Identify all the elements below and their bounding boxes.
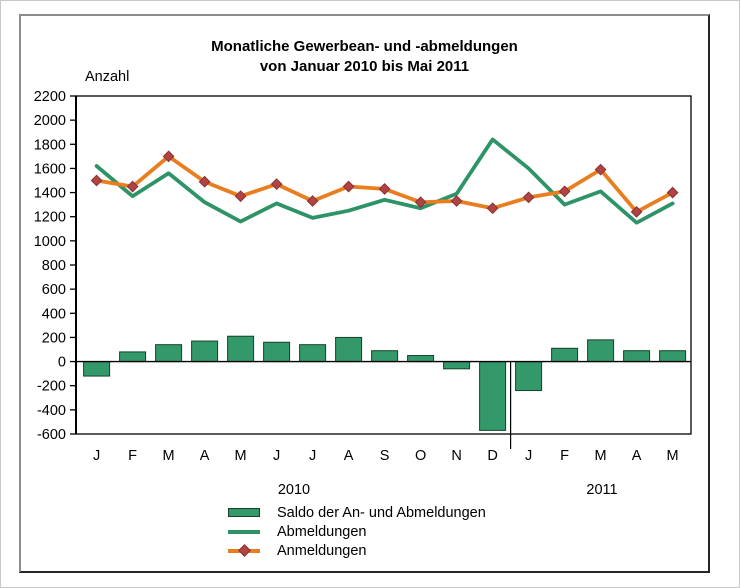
y-tick-label: 600 [42,282,66,298]
y-tick-label: 2200 [34,89,66,105]
anmeldungen-marker [450,195,463,207]
y-tick-label: -600 [37,427,66,443]
saldo-bar [443,361,471,370]
saldo-bar [119,351,147,363]
figure-frame [19,14,710,573]
anmeldungen-marker [522,191,535,204]
x-month-label: N [451,448,461,464]
anmeldungen-marker [90,174,103,187]
diamond-marker-icon [237,544,251,557]
saldo-bar [155,344,183,363]
anmeldungen-marker [594,163,607,176]
x-month-label: S [380,448,390,464]
x-month-label: A [632,448,642,464]
legend-label-anmeldungen: Anmeldungen [277,542,367,559]
x-month-label: J [309,448,316,464]
saldo-bar [623,350,651,363]
x-month-label: J [525,448,532,464]
y-tick-label: 2000 [34,113,66,129]
x-month-label: F [560,448,569,464]
legend: Saldo der An- und Abmeldungen Abmeldunge… [228,503,486,560]
legend-item-abmeldungen: Abmeldungen [228,522,486,541]
anmeldungen-marker [558,185,571,198]
y-tick-label: 1000 [34,234,66,250]
abmeldungen-swatch-icon [228,529,260,534]
legend-label-abmeldungen: Abmeldungen [277,523,367,540]
y-tick-label: 200 [42,330,66,346]
saldo-bar [299,344,327,363]
y-tick-label: 0 [58,355,66,371]
saldo-bar [371,350,399,363]
anmeldungen-marker [198,175,211,188]
x-month-label: A [200,448,210,464]
legend-label-saldo: Saldo der An- und Abmeldungen [277,504,486,521]
saldo-bar [83,361,111,377]
y-tick-label: 1200 [34,210,66,226]
x-month-label: M [595,448,607,464]
saldo-swatch-icon [228,508,260,517]
anmeldungen-marker [306,195,319,207]
x-month-label: A [344,448,354,464]
x-month-label: M [235,448,247,464]
x-month-label: M [667,448,679,464]
saldo-bar [659,350,687,363]
y-tick-label: 400 [42,306,66,322]
x-month-label: J [273,448,280,464]
legend-item-saldo: Saldo der An- und Abmeldungen [228,503,486,522]
legend-line-swatch-green [228,529,260,534]
anmeldungen-marker [486,202,499,215]
saldo-bar [227,335,255,363]
legend-item-anmeldungen: Anmeldungen [228,541,486,560]
saldo-bar [263,341,291,363]
x-month-label: D [487,448,497,464]
x-month-label: J [93,448,100,464]
saldo-bar [587,339,615,363]
plot-frame [75,95,692,435]
anmeldungen-marker [162,150,175,163]
x-month-label: O [415,448,426,464]
anmeldungen-marker [630,205,643,218]
y-tick-label: -200 [37,379,66,395]
anmeldungen-marker [378,183,391,195]
anmeldungen-marker [666,186,679,199]
y-tick-label: 1400 [34,186,66,202]
legend-bar-swatch [228,508,260,517]
chart-title-line2: von Januar 2010 bis Mai 2011 [259,58,470,76]
chart-title: Monatliche Gewerbean- und -abmeldungen v… [19,37,710,78]
y-tick-label: 800 [42,258,66,274]
saldo-bar [407,355,435,363]
legend-line-swatch-orange [228,544,260,557]
y-tick-label: 1600 [34,161,66,177]
anmeldungen-marker [342,180,355,193]
x-month-label: M [163,448,175,464]
saldo-bar [191,340,219,363]
saldo-bar [335,336,363,363]
saldo-bar [479,361,507,431]
anmeldungen-marker [234,190,247,203]
year-label-2010: 2010 [277,482,311,498]
anmeldungen-marker [126,180,139,193]
saldo-bar [551,347,579,363]
anmeldungen-marker [270,178,283,191]
y-axis-unit-label: Anzahl [85,69,130,85]
year-label-2011: 2011 [586,482,618,498]
y-tick-label: 1800 [34,137,66,153]
x-month-label: F [128,448,137,464]
y-tick-label: -400 [37,403,66,419]
chart-title-line1: Monatliche Gewerbean- und -abmeldungen [211,38,518,55]
abmeldungen-line [94,137,675,225]
anmeldungen-marker [414,196,427,209]
saldo-bar [515,361,543,392]
